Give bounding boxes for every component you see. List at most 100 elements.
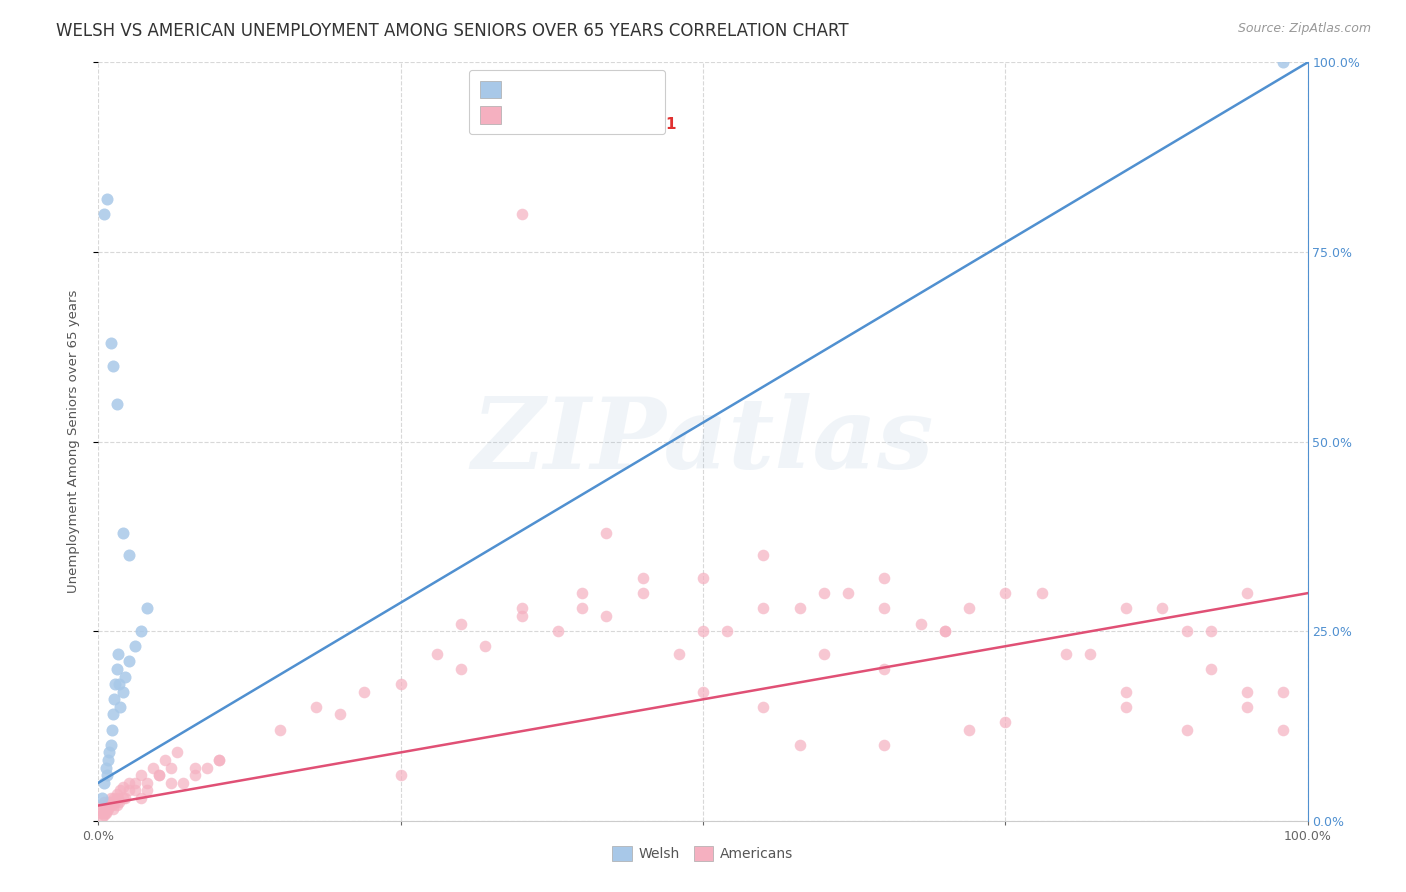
Text: N =: N = [591, 117, 634, 132]
Point [172, 776, 194, 790]
Point [91, 798, 114, 813]
Point [571, 586, 593, 600]
Point [1199, 662, 1222, 676]
Point [103, 692, 125, 706]
Text: 111: 111 [645, 117, 676, 132]
Point [114, 791, 136, 805]
Point [111, 525, 134, 540]
Point [631, 586, 654, 600]
Point [129, 768, 152, 782]
Point [124, 639, 146, 653]
Point [1152, 601, 1174, 615]
Point [1175, 624, 1198, 639]
Point [595, 525, 617, 540]
Point [934, 624, 956, 639]
Point [101, 795, 124, 809]
Point [91, 806, 114, 821]
Point [91, 791, 114, 805]
Point [91, 810, 114, 824]
Point [789, 601, 811, 615]
Point [98, 746, 121, 760]
Point [934, 624, 956, 639]
Point [100, 335, 122, 350]
Point [837, 586, 859, 600]
Point [1115, 601, 1137, 615]
Text: Source: ZipAtlas.com: Source: ZipAtlas.com [1237, 22, 1371, 36]
Point [93, 795, 115, 809]
Point [208, 753, 231, 767]
Point [97, 798, 120, 813]
Point [93, 207, 115, 221]
Text: ZIPatlas: ZIPatlas [472, 393, 934, 490]
Point [111, 780, 134, 794]
Point [910, 616, 932, 631]
Point [96, 802, 118, 816]
Point [108, 795, 131, 809]
Point [1078, 647, 1101, 661]
Point [1236, 699, 1258, 714]
Point [1054, 647, 1077, 661]
Point [104, 795, 127, 809]
Point [100, 738, 122, 752]
Point [135, 783, 157, 797]
Point [692, 624, 714, 639]
Point [114, 669, 136, 683]
Point [118, 548, 141, 563]
Point [305, 699, 328, 714]
Point [1115, 699, 1137, 714]
Point [135, 776, 157, 790]
Point [510, 608, 533, 623]
Point [450, 662, 472, 676]
Point [93, 807, 115, 822]
Point [103, 791, 125, 805]
Point [873, 738, 896, 752]
Point [96, 800, 118, 814]
Point [692, 571, 714, 585]
Point [547, 624, 569, 639]
Point [1199, 624, 1222, 639]
Point [1175, 723, 1198, 737]
Point [97, 753, 120, 767]
Point [813, 647, 835, 661]
Point [184, 768, 207, 782]
Point [595, 608, 617, 623]
Point [107, 647, 129, 661]
Point [957, 723, 980, 737]
Point [118, 655, 141, 669]
Point [269, 723, 291, 737]
Point [105, 798, 128, 813]
Point [100, 795, 122, 809]
Point [571, 601, 593, 615]
Y-axis label: Unemployment Among Seniors over 65 years: Unemployment Among Seniors over 65 years [67, 290, 80, 593]
Point [1272, 723, 1295, 737]
Point [752, 601, 775, 615]
Point [94, 805, 117, 819]
Text: R =: R = [488, 117, 520, 132]
Point [1272, 55, 1295, 70]
Point [994, 586, 1017, 600]
Point [111, 791, 134, 805]
Text: N =: N = [591, 88, 634, 103]
Point [1236, 685, 1258, 699]
Point [873, 662, 896, 676]
Point [668, 647, 690, 661]
Point [153, 753, 176, 767]
Text: R =: R = [488, 88, 520, 103]
Point [118, 783, 141, 797]
Point [98, 798, 121, 813]
Point [1031, 586, 1053, 600]
Point [692, 685, 714, 699]
Point [108, 783, 131, 797]
Point [166, 746, 188, 760]
Point [129, 624, 152, 639]
Point [108, 699, 131, 714]
Point [450, 616, 472, 631]
Point [98, 795, 121, 809]
Point [135, 601, 157, 615]
Point [957, 601, 980, 615]
Point [329, 707, 352, 722]
Point [1272, 685, 1295, 699]
Point [631, 571, 654, 585]
Point [994, 715, 1017, 730]
Point [100, 798, 122, 813]
